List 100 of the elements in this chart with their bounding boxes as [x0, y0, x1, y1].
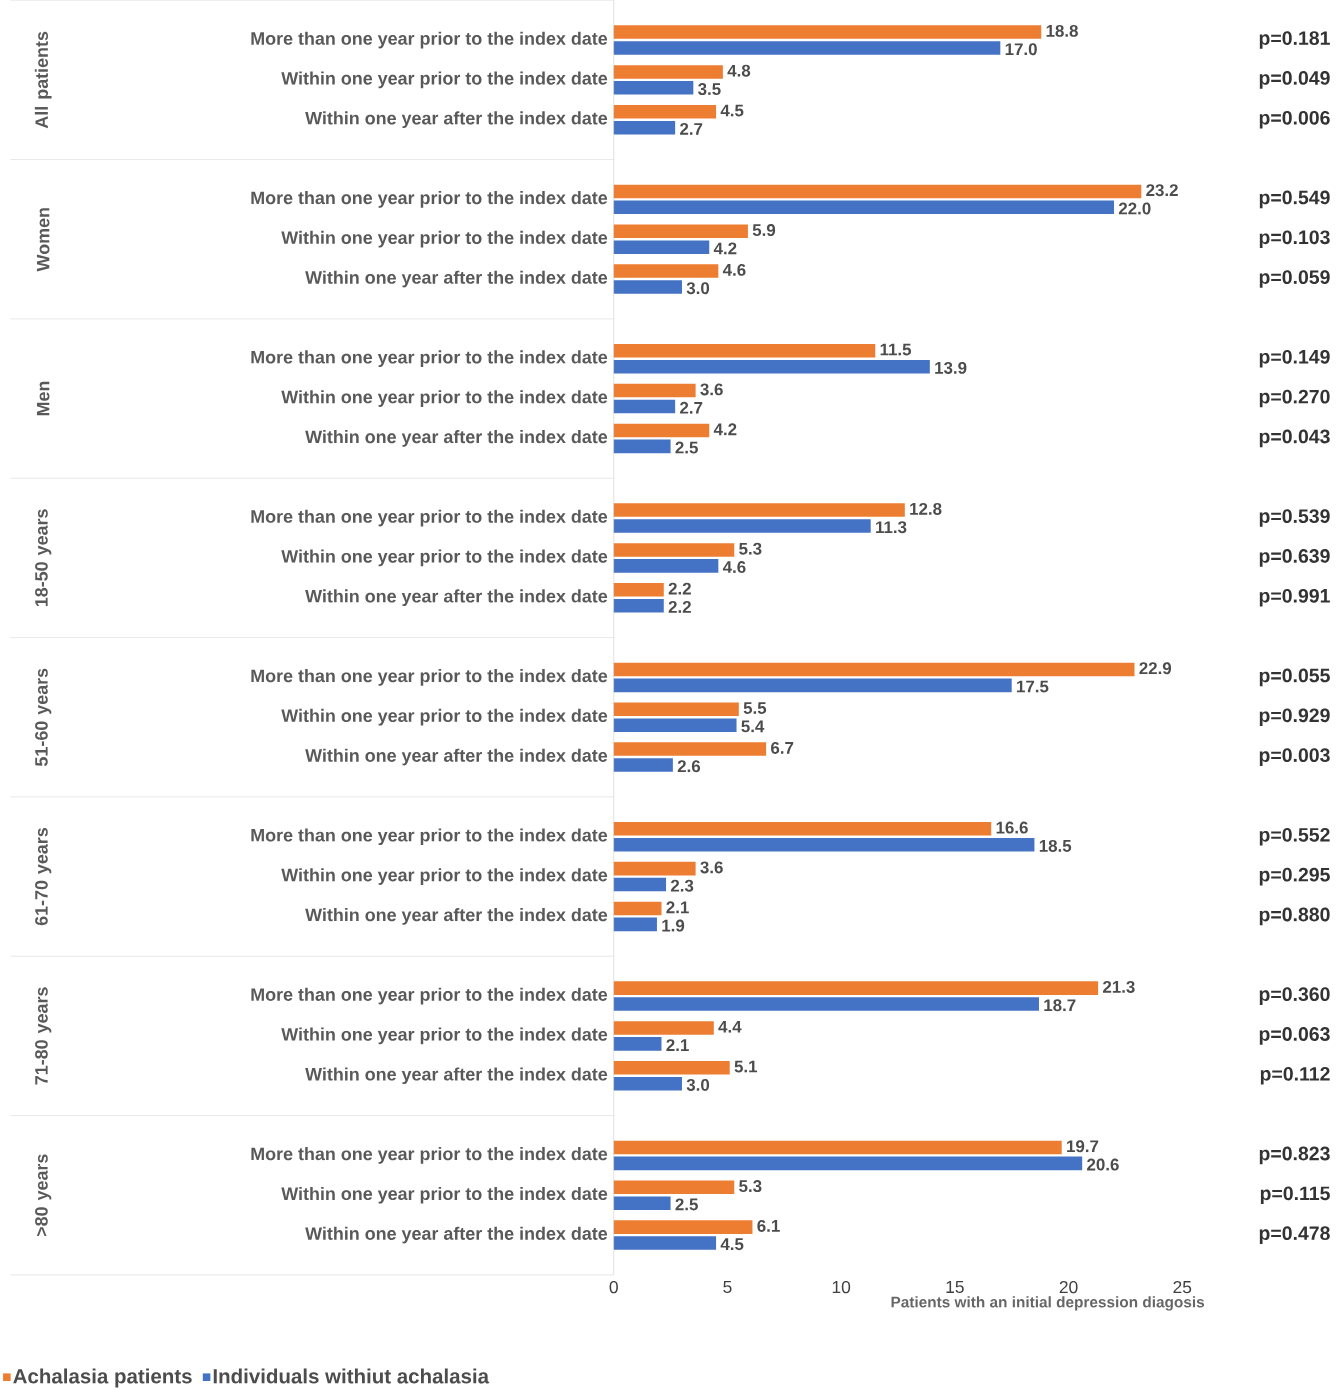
text: p=0.112	[1260, 1066, 1330, 1085]
legend-label: Individuals withiut achalasia	[213, 1368, 490, 1384]
data-label: 16.6	[996, 821, 1028, 834]
y-tick-label: Within one year after the index date	[305, 908, 608, 925]
x-tick-label: 15	[946, 1280, 964, 1294]
text: p=0.055	[1259, 668, 1330, 687]
y-tick-label: Within one year after the index date	[305, 1226, 608, 1244]
data-label: 17.5	[1016, 680, 1049, 693]
data-label: 21.3	[1102, 980, 1135, 993]
y-tick-label: Within one year prior to the index date	[281, 708, 608, 726]
data-label: 6.7	[770, 741, 794, 754]
text: p=0.549	[1259, 190, 1330, 209]
y-tick-label: Within one year prior to the index date	[281, 1027, 608, 1045]
x-axis-title: Patients with an initial depression diagosis	[891, 1296, 1204, 1311]
y-tick-label: More than one year prior to the index date	[251, 828, 608, 846]
x-tick-label: 10	[832, 1280, 851, 1294]
y-tick-label: More than one year prior to the index date	[251, 1147, 608, 1164]
text: p=0.929	[1259, 708, 1330, 727]
text: p=0.639	[1259, 549, 1330, 567]
y-tick-label: Within one year after the index date	[305, 748, 608, 766]
text: p=0.360	[1259, 987, 1330, 1005]
data-label: 18.7	[1044, 999, 1076, 1012]
data-label: 5.3	[738, 542, 762, 555]
data-label: 2.2	[668, 600, 691, 613]
y-tick-label: More than one year prior to the index date	[251, 350, 608, 368]
data-label: 2.1	[666, 901, 689, 914]
y-tick-label: Within one year prior to the index date	[281, 230, 608, 248]
data-label: 4.4	[718, 1020, 742, 1033]
text: Men	[36, 381, 50, 416]
data-label: 3.6	[700, 383, 723, 396]
text: p=0.103	[1259, 230, 1330, 249]
data-label: 23.2	[1146, 184, 1178, 197]
data-label: 3.5	[697, 83, 721, 96]
data-label: 2.6	[677, 760, 700, 773]
data-label: 11.5	[880, 343, 911, 356]
y-tick-label: Within one year after the index date	[305, 111, 608, 129]
data-label: 19.7	[1066, 1140, 1099, 1153]
text: p=0.181	[1259, 31, 1330, 49]
data-label: 4.2	[713, 423, 737, 436]
data-label: 2.1	[666, 1039, 689, 1051]
y-tick-label: More than one year prior to the index date	[251, 987, 608, 1005]
data-label: 5.3	[738, 1180, 762, 1193]
text: 51-60 years	[34, 668, 52, 767]
data-label: 2.5	[675, 1198, 698, 1211]
y-tick-label: More than one year prior to the index date	[251, 191, 608, 208]
text: >80 years	[34, 1154, 52, 1237]
legend-label: Achalasia patients	[13, 1368, 192, 1388]
x-tick-label: 20	[1059, 1280, 1078, 1294]
x-tick-label: 25	[1173, 1280, 1192, 1294]
text: p=0.552	[1259, 827, 1330, 846]
data-label: 4.8	[727, 64, 751, 77]
data-label: 5.1	[734, 1060, 757, 1073]
text: 71-80 years	[34, 987, 52, 1085]
data-label: 5.4	[741, 720, 765, 733]
y-tick-label: More than one year prior to the index date	[251, 509, 608, 527]
text: Women	[36, 208, 50, 272]
data-label: 4.6	[722, 561, 746, 574]
data-label: 22.9	[1139, 662, 1171, 675]
text: p=0.059	[1259, 270, 1330, 288]
data-label: 4.5	[720, 1238, 744, 1251]
data-label: 11.3	[875, 521, 907, 534]
text: All patients	[34, 31, 52, 129]
text: p=0.063	[1259, 1027, 1330, 1045]
text: p=0.003	[1259, 748, 1330, 766]
data-label: 2.5	[675, 441, 698, 454]
data-label: 4.5	[720, 104, 744, 117]
data-label: 12.8	[910, 502, 942, 515]
text: p=0.880	[1259, 907, 1330, 926]
y-tick-label: Within one year prior to the index date	[281, 1186, 608, 1204]
text: p=0.478	[1259, 1226, 1330, 1244]
x-tick-label: 5	[723, 1280, 732, 1294]
data-label: 13.9	[935, 361, 967, 374]
y-tick-label: Within one year prior to the index date	[281, 390, 608, 407]
data-label: 3.6	[700, 861, 723, 874]
text: p=0.149	[1259, 349, 1330, 368]
y-tick-label: More than one year prior to the index date	[251, 669, 608, 686]
text: p=0.115	[1260, 1186, 1330, 1205]
data-label: 17.0	[1005, 43, 1037, 56]
y-tick-label: Within one year after the index date	[305, 1067, 608, 1085]
data-label: 5.9	[752, 224, 775, 237]
data-label: 22.0	[1118, 202, 1151, 215]
text: p=0.006	[1259, 110, 1330, 129]
data-label: 20.6	[1086, 1158, 1119, 1171]
text: p=0.043	[1259, 429, 1330, 448]
y-tick-label: Within one year prior to the index date	[281, 868, 608, 885]
y-tick-label: Within one year after the index date	[305, 430, 608, 447]
data-label: 18.5	[1039, 839, 1072, 852]
text: p=0.539	[1259, 509, 1330, 527]
data-label: 4.6	[722, 263, 746, 276]
text: p=0.270	[1259, 389, 1330, 408]
text: 61-70 years	[34, 828, 52, 926]
data-label: 2.2	[668, 582, 691, 595]
text: p=0.823	[1259, 1146, 1330, 1165]
data-label: 18.8	[1046, 24, 1078, 37]
y-tick-label: Within one year after the index date	[305, 589, 608, 607]
data-label: 3.0	[686, 1078, 709, 1091]
x-tick-label: 0	[609, 1280, 618, 1294]
data-label: 2.7	[679, 401, 703, 414]
text: p=0.049	[1259, 71, 1330, 89]
data-label: 5.5	[743, 702, 767, 714]
